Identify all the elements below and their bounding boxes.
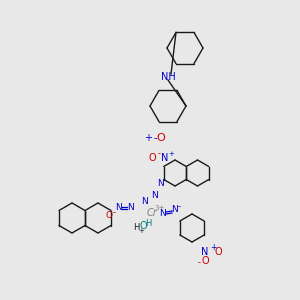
Text: N: N	[172, 206, 178, 214]
Text: 3+: 3+	[155, 205, 165, 211]
Text: O: O	[139, 221, 147, 231]
Text: -: -	[178, 202, 181, 211]
Text: O: O	[106, 212, 112, 220]
Text: -: -	[197, 259, 200, 268]
Text: +: +	[168, 151, 174, 157]
Text: O: O	[214, 247, 222, 257]
Text: N: N	[201, 247, 209, 257]
Text: N: N	[127, 203, 134, 212]
Text: N: N	[152, 190, 158, 200]
Text: O: O	[201, 256, 209, 266]
Text: Cr: Cr	[147, 208, 158, 218]
Text: N: N	[116, 203, 122, 212]
Text: NH: NH	[160, 72, 175, 82]
Text: H: H	[133, 224, 139, 232]
Text: -: -	[153, 133, 157, 143]
Text: H: H	[145, 220, 151, 229]
Text: -: -	[158, 149, 160, 158]
Text: O: O	[148, 153, 156, 163]
Text: +: +	[138, 228, 144, 234]
Text: O: O	[157, 133, 165, 143]
Text: -: -	[112, 208, 116, 217]
Text: N: N	[160, 208, 167, 217]
Text: +: +	[144, 133, 152, 143]
Text: N: N	[142, 197, 148, 206]
Text: +: +	[210, 244, 216, 253]
Text: N: N	[157, 178, 164, 188]
Text: N: N	[161, 153, 169, 163]
